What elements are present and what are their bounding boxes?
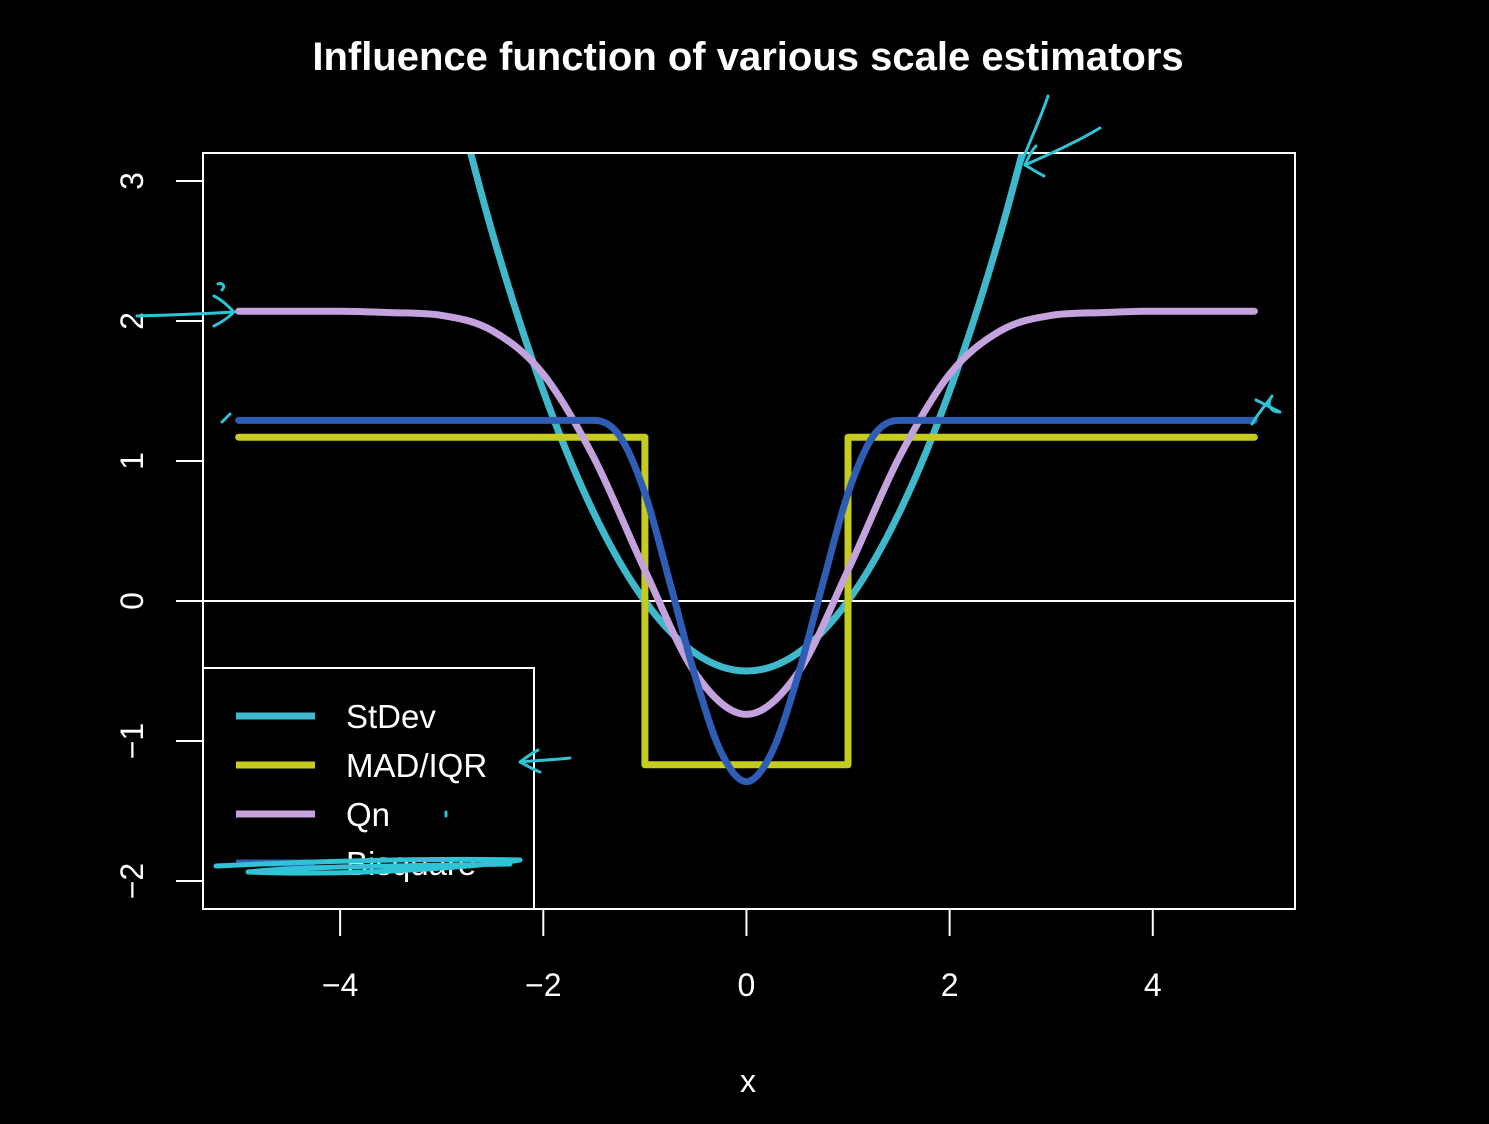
handwritten-annotations bbox=[135, 94, 1282, 876]
annotation-arrow bbox=[518, 748, 572, 774]
y-tick-label: 3 bbox=[114, 172, 150, 190]
x-tick-label: 2 bbox=[941, 967, 959, 1003]
plot-frame bbox=[202, 152, 1296, 910]
y-tick-label: 0 bbox=[114, 592, 150, 610]
x-tick-label: 0 bbox=[738, 967, 756, 1003]
annotation-arrow-head bbox=[1023, 144, 1038, 167]
y-tick-label: −1 bbox=[114, 723, 150, 759]
series-layer bbox=[235, 153, 1258, 786]
chart-title: Influence function of various scale esti… bbox=[312, 35, 1183, 79]
series-line-stdev bbox=[466, 153, 1026, 675]
annotation-scribble bbox=[213, 856, 523, 876]
x-axis: −4 −2 0 2 4 bbox=[322, 909, 1162, 1003]
series-line-mad-iqr bbox=[235, 433, 1258, 769]
x-axis-label: x bbox=[740, 1063, 756, 1099]
x-tick-label: 4 bbox=[1144, 967, 1162, 1003]
annotation-mark bbox=[220, 412, 232, 424]
x-tick-label: −4 bbox=[322, 967, 358, 1003]
series-line-bisquare bbox=[235, 416, 1258, 786]
series-line-qn bbox=[235, 307, 1258, 718]
annotation-stroke bbox=[1016, 94, 1050, 174]
legend-label: MAD/IQR bbox=[346, 747, 487, 784]
legend-label: StDev bbox=[346, 698, 436, 735]
y-tick-label: 1 bbox=[114, 452, 150, 470]
legend-label: Qn bbox=[346, 796, 390, 833]
annotation-arrow-head bbox=[212, 310, 236, 328]
y-tick-label: −2 bbox=[114, 863, 150, 899]
annotation-mark bbox=[216, 282, 226, 292]
x-tick-label: −2 bbox=[525, 967, 561, 1003]
annotation-mark bbox=[1250, 394, 1282, 426]
